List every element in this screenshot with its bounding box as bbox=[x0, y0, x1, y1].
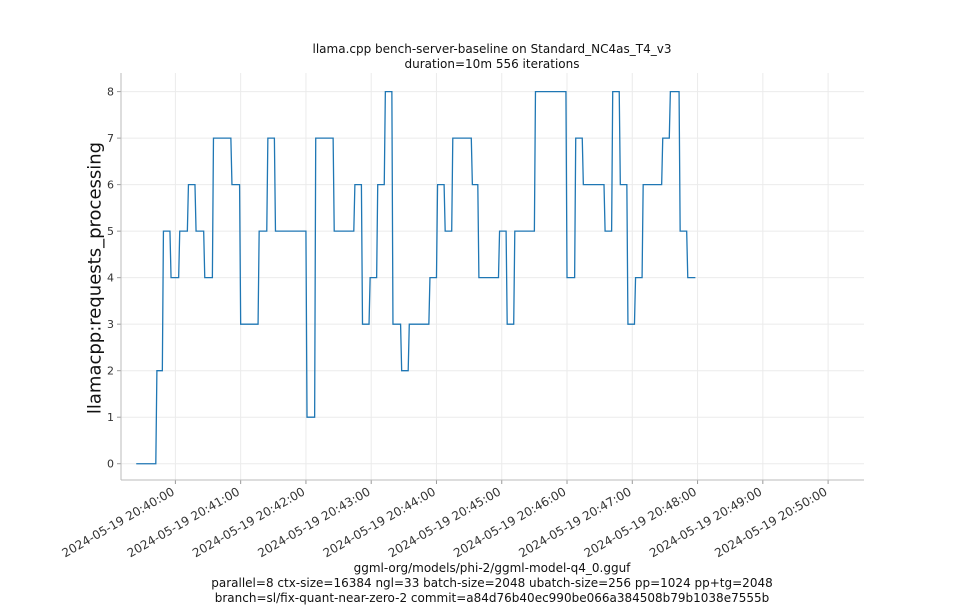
x-tick-label: 2024-05-19 20:43:00 bbox=[255, 484, 372, 560]
grid bbox=[121, 73, 864, 480]
y-tick-label: 7 bbox=[107, 132, 114, 145]
y-tick-label: 5 bbox=[107, 225, 114, 238]
footer-params: parallel=8 ctx-size=16384 ngl=33 batch-s… bbox=[211, 576, 773, 590]
y-tick-label: 2 bbox=[107, 365, 114, 378]
x-tick-label: 2024-05-19 20:50:00 bbox=[712, 484, 829, 560]
chart-title: llama.cpp bench-server-baseline on Stand… bbox=[312, 42, 672, 56]
footer-model: ggml-org/models/phi-2/ggml-model-q4_0.gg… bbox=[353, 561, 631, 575]
series-line bbox=[136, 90, 696, 465]
y-tick-label: 0 bbox=[107, 458, 114, 471]
x-tick-label: 2024-05-19 20:45:00 bbox=[386, 484, 503, 560]
x-tick-label: 2024-05-19 20:47:00 bbox=[516, 484, 633, 560]
y-tick-label: 8 bbox=[107, 86, 114, 99]
x-tick-label: 2024-05-19 20:42:00 bbox=[190, 484, 307, 560]
x-tick-label: 2024-05-19 20:49:00 bbox=[647, 484, 764, 560]
x-tick-label: 2024-05-19 20:44:00 bbox=[321, 484, 438, 560]
x-tick-label: 2024-05-19 20:40:00 bbox=[60, 484, 177, 560]
x-tick-label: 2024-05-19 20:48:00 bbox=[582, 484, 699, 560]
y-tick-label: 6 bbox=[107, 179, 114, 192]
y-tick-label: 4 bbox=[107, 272, 114, 285]
axes bbox=[117, 73, 864, 484]
x-tick-label: 2024-05-19 20:41:00 bbox=[125, 484, 242, 560]
y-tick-label: 3 bbox=[107, 318, 114, 331]
chart-subtitle: duration=10m 556 iterations bbox=[404, 57, 580, 71]
footer-branch: branch=sl/fix-quant-near-zero-2 commit=a… bbox=[214, 591, 770, 605]
y-axis-label: llamacpp:requests_processing bbox=[84, 141, 106, 415]
series-layer bbox=[136, 90, 696, 465]
x-tick-label: 2024-05-19 20:46:00 bbox=[451, 484, 568, 560]
y-tick-label: 1 bbox=[107, 411, 114, 424]
